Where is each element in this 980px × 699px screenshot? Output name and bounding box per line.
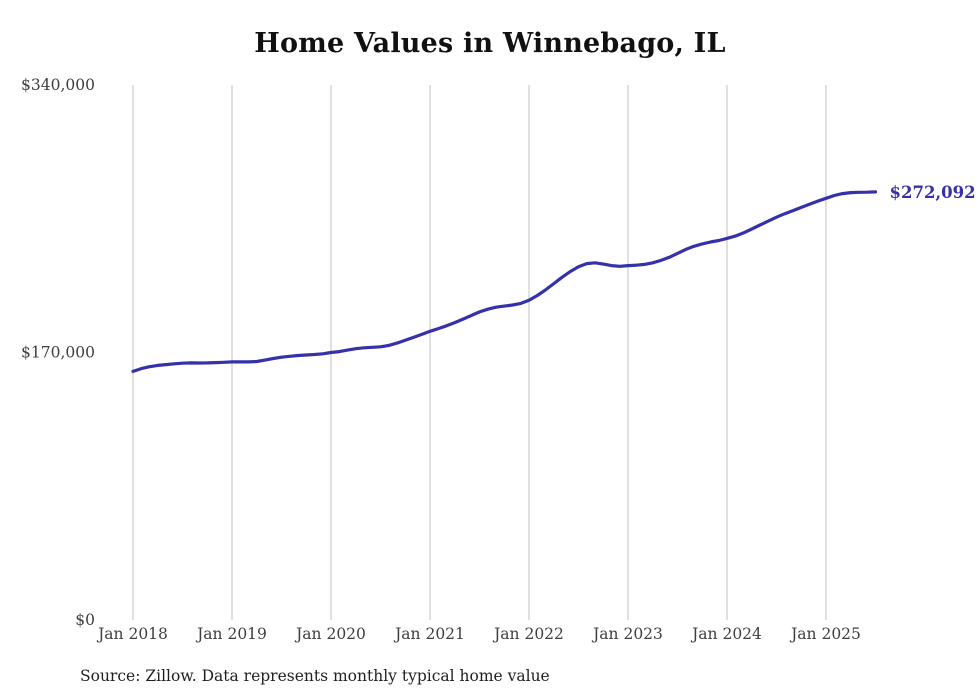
x-tick-label: Jan 2022 <box>492 625 564 643</box>
home-value-series-line <box>131 190 878 373</box>
x-tick-label: Jan 2025 <box>789 625 861 643</box>
y-tick-label: $170,000 <box>21 344 95 362</box>
x-tick-label: Jan 2023 <box>591 625 663 643</box>
x-tick-label: Jan 2018 <box>96 625 168 643</box>
chart-title: Home Values in Winnebago, IL <box>254 28 726 59</box>
x-tick-label: Jan 2024 <box>690 625 762 643</box>
x-tick-label: Jan 2019 <box>195 625 267 643</box>
source-note: Source: Zillow. Data represents monthly … <box>80 667 550 685</box>
x-tick-label: Jan 2020 <box>294 625 366 643</box>
y-tick-label: $340,000 <box>21 76 95 94</box>
latest-value-label: $272,092 <box>890 183 976 202</box>
x-tick-label: Jan 2021 <box>393 625 465 643</box>
y-tick-label: $0 <box>75 611 95 629</box>
